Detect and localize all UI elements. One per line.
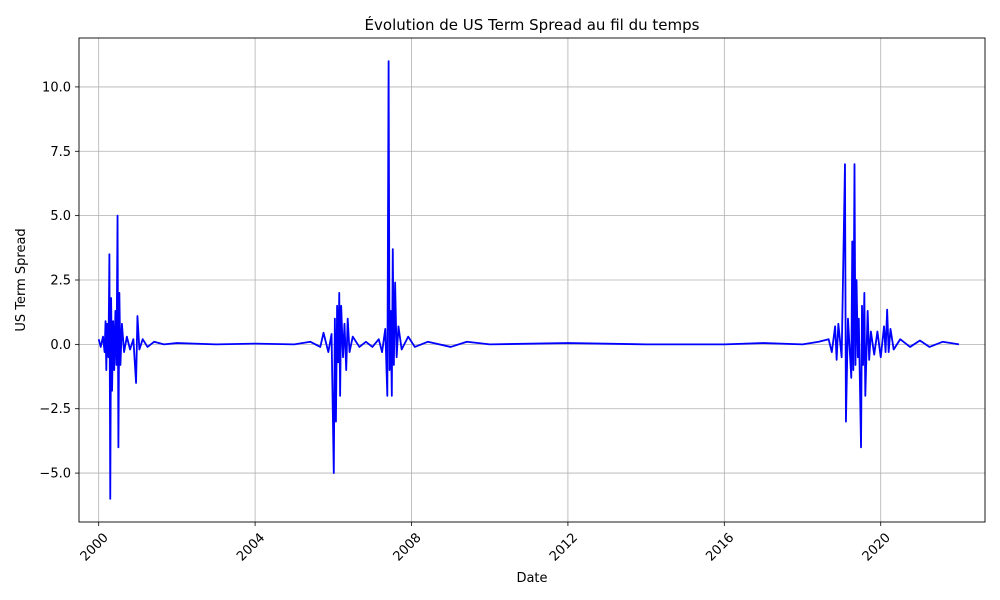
y-axis-title: US Term Spread	[14, 228, 29, 331]
y-tick-label: 2.5	[50, 274, 71, 289]
y-tick-label: 0.0	[50, 338, 71, 353]
y-axis-ticks: −5.0 −2.5 0.0 2.5 5.0 7.5 10.0	[39, 80, 79, 482]
y-tick-label: −5.0	[39, 467, 71, 482]
chart-title: Évolution de US Term Spread au fil du te…	[365, 15, 700, 34]
x-axis-title: Date	[516, 571, 547, 586]
y-tick-label: 10.0	[42, 80, 71, 95]
y-tick-label: 7.5	[50, 145, 71, 160]
series-layer	[97, 60, 960, 500]
y-tick-label: 5.0	[50, 209, 71, 224]
series-line	[97, 60, 960, 500]
y-tick-label: −2.5	[39, 402, 71, 417]
